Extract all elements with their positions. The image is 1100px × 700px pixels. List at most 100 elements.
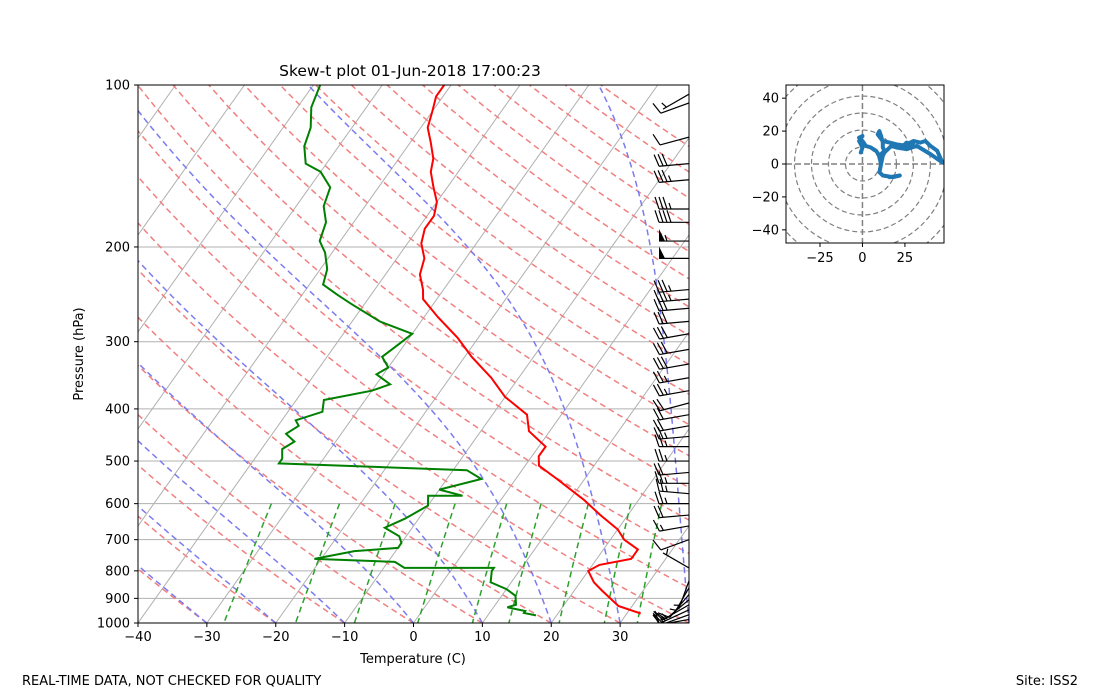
hodograph-axes (786, 85, 944, 243)
wind-barb (659, 229, 689, 242)
wind-barb (662, 548, 689, 569)
dry-adiabat (493, 85, 689, 226)
isotherm-lines (0, 85, 689, 623)
dry-adiabat (138, 85, 689, 521)
isotherm-line (206, 85, 590, 623)
skewt-x-axis-label: Temperature (C) (359, 652, 466, 667)
isotherm-line (138, 85, 245, 236)
isotherm-line (138, 85, 177, 139)
y-tick-label: 1000 (97, 617, 130, 632)
y-tick-label: 100 (105, 79, 130, 94)
wind-barb (652, 407, 689, 421)
x-tick-label: 20 (543, 630, 560, 645)
x-tick-label: 30 (612, 630, 629, 645)
temperature-profile (418, 85, 642, 615)
isotherm-line (344, 137, 689, 623)
wind-barb (652, 134, 689, 146)
wind-barb (653, 462, 689, 476)
wind-barb (654, 434, 689, 448)
y-tick-label: 900 (105, 592, 130, 607)
wind-barb (655, 478, 689, 495)
wind-barb (652, 326, 689, 340)
wind-barb (652, 539, 689, 551)
dry-adiabat (138, 175, 689, 589)
mixing-ratio-line (558, 503, 590, 623)
isotherm-line (481, 331, 689, 623)
wind-barb (653, 311, 689, 325)
y-tick-label: 700 (105, 533, 130, 548)
moist-adiabat (138, 439, 346, 623)
wind-barb (652, 519, 689, 532)
moist-adiabat (307, 85, 621, 623)
wind-barb (652, 356, 689, 370)
mixing-ratio-line (471, 503, 508, 623)
isotherm-line (619, 525, 689, 623)
wind-barb (654, 448, 689, 462)
moist-adiabat (138, 259, 484, 623)
wind-barb (653, 153, 689, 167)
wind-barb (652, 418, 689, 432)
skewt-title: Skew-t plot 01-Jun-2018 17:00:23 (279, 62, 541, 80)
wind-barb (661, 93, 689, 110)
dry-adiabat (350, 85, 689, 337)
isotherm-line (138, 85, 521, 623)
site-label: Site: ISS2 (1015, 674, 1078, 689)
wind-barb (673, 580, 689, 610)
wind-barb (653, 169, 689, 183)
x-tick-label: 0 (409, 630, 417, 645)
moist-adiabat (138, 361, 415, 623)
hodo-y-tick-label: 40 (762, 92, 779, 107)
dry-adiabat (138, 463, 346, 623)
wind-barb (653, 505, 689, 519)
dry-adiabat (138, 364, 483, 623)
isotherm-line (138, 85, 452, 527)
x-tick-label: 10 (474, 630, 491, 645)
dry-adiabat (315, 85, 689, 366)
mixing-ratio-line (508, 503, 542, 623)
dry-adiabat (529, 85, 689, 199)
skewt-panel: Skew-t plot 01-Jun-2018 17:00:23 −40 −30 −… (0, 62, 690, 667)
wind-barb (652, 398, 689, 412)
x-tick-label: −30 (193, 630, 220, 645)
wind-barb (654, 471, 689, 484)
isotherm-line (550, 428, 689, 623)
isobar-gridlines (138, 246, 689, 599)
quality-disclaimer: REAL-TIME DATA, NOT CHECKED FOR QUALITY (22, 674, 322, 689)
hodograph-y-ticks: 40 20 0 −20 −40 (752, 92, 786, 238)
dry-adiabat (208, 85, 689, 457)
dry-adiabat (600, 85, 689, 148)
wind-barb (652, 370, 689, 384)
mixing-ratio-line (416, 503, 456, 623)
moist-adiabat (598, 85, 689, 623)
x-tick-label: −40 (124, 630, 151, 645)
y-tick-label: 200 (105, 240, 130, 255)
isotherm-line (138, 85, 314, 333)
hodo-x-tick-label: −25 (806, 251, 833, 266)
hodograph-trace (857, 129, 944, 180)
wind-barb (654, 210, 689, 223)
dry-adiabat (138, 316, 552, 623)
skewt-y-ticks: 100 200 300 400 500 600 700 800 900 1000 (97, 79, 138, 632)
hodograph-x-ticks: −25 0 25 (806, 243, 913, 266)
dry-adiabats (138, 85, 689, 623)
hodo-x-tick-label: 25 (897, 251, 914, 266)
isotherm-line (0, 85, 107, 623)
moist-adiabat (138, 109, 552, 623)
dry-adiabat (138, 221, 689, 623)
dry-adiabat (138, 129, 689, 555)
mixing-ratio-line (294, 503, 341, 623)
x-tick-label: −20 (262, 630, 289, 645)
y-tick-label: 600 (105, 497, 130, 512)
mixing-ratio-lines (223, 503, 663, 623)
dry-adiabat (138, 413, 414, 623)
dry-adiabat (422, 85, 689, 280)
y-tick-label: 300 (105, 335, 130, 350)
skewt-x-ticks: −40 −30 −20 −10 0 10 20 30 (124, 623, 628, 645)
wind-barb (654, 196, 689, 210)
dry-adiabat (457, 85, 689, 253)
y-tick-label: 800 (105, 564, 130, 579)
y-tick-label: 400 (105, 402, 130, 417)
wind-barb (653, 279, 689, 293)
dry-adiabat (138, 567, 208, 623)
